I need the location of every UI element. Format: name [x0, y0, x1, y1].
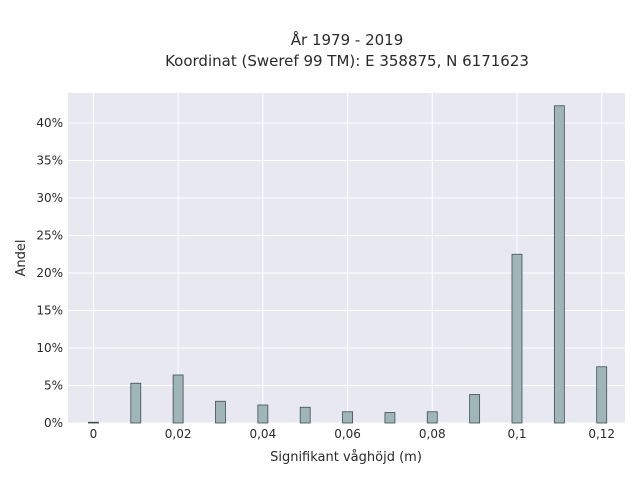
histogram-bar — [426, 411, 438, 424]
y-tick-label: 40% — [36, 116, 63, 130]
y-tick-label: 25% — [36, 229, 63, 243]
histogram-bar — [215, 400, 226, 424]
histogram-bar — [172, 374, 184, 424]
histogram-bar — [469, 394, 481, 424]
histogram-bar — [88, 421, 99, 424]
grid-layer — [68, 93, 625, 424]
histogram-bar — [257, 404, 269, 424]
histogram-bar — [553, 105, 565, 424]
y-axis-ticks: 0% 5% 10% 15% 20% 25% 30% 35% 40% — [36, 116, 63, 430]
bar-layer — [88, 105, 608, 424]
y-tick-label: 15% — [36, 304, 63, 318]
x-axis-title: Signifikant våghöjd (m) — [270, 450, 422, 465]
x-tick-label: 0,06 — [334, 427, 361, 441]
x-tick-label: 0,08 — [419, 427, 446, 441]
histogram-bar — [596, 366, 608, 424]
chart-title-line-2: Koordinat (Sweref 99 TM): E 358875, N 61… — [165, 52, 529, 70]
histogram-bar — [130, 382, 142, 424]
y-tick-label: 0% — [44, 416, 63, 430]
histogram-bar — [342, 411, 353, 424]
histogram-bar — [511, 253, 523, 424]
y-tick-label: 20% — [36, 266, 63, 280]
x-tick-label: 0,1 — [507, 427, 526, 441]
y-tick-label: 35% — [36, 154, 63, 168]
histogram-bar — [299, 406, 311, 424]
x-tick-label: 0,04 — [249, 427, 276, 441]
x-tick-label: 0,02 — [165, 427, 192, 441]
x-tick-label: 0 — [90, 427, 98, 441]
x-axis-ticks: 0 0,02 0,04 0,06 0,08 0,1 0,12 — [90, 427, 615, 441]
x-tick-label: 0,12 — [588, 427, 615, 441]
y-tick-label: 30% — [36, 191, 63, 205]
y-tick-label: 5% — [44, 379, 63, 393]
chart-title-line-1: År 1979 - 2019 — [291, 30, 404, 49]
y-axis-title: Andel — [14, 240, 29, 277]
y-tick-label: 10% — [36, 341, 63, 355]
histogram-bar — [384, 412, 396, 424]
plot-background — [68, 93, 625, 423]
